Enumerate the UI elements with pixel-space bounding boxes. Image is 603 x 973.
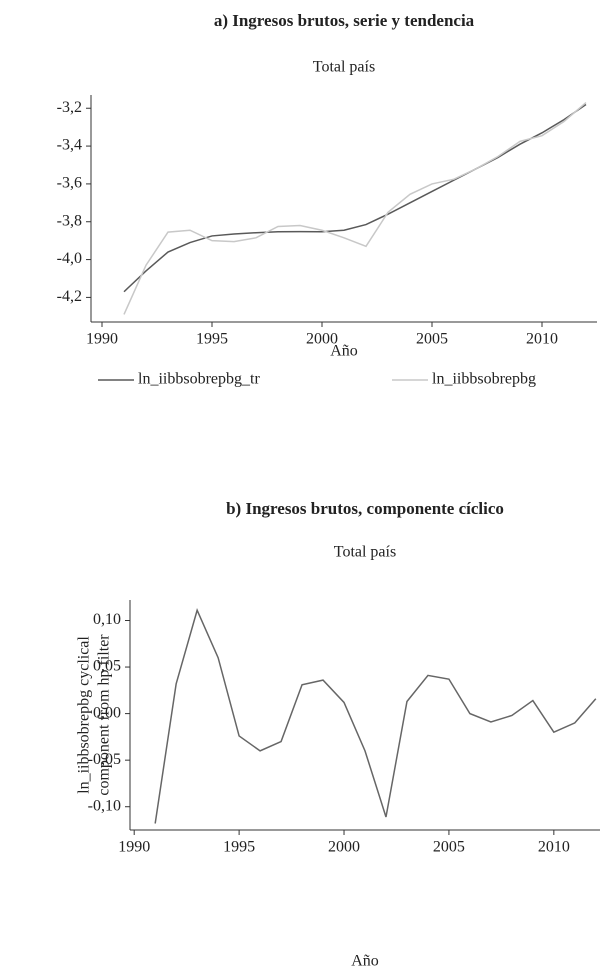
- x-tick-label: 1990: [86, 331, 118, 348]
- y-axis-label: ln_iibbsobrepbg cyclical: [76, 636, 93, 794]
- x-tick-label: 1995: [223, 839, 255, 856]
- chart-title: b) Ingresos brutos, componente cíclico: [226, 499, 504, 518]
- y-tick-label: -4,2: [57, 288, 82, 305]
- x-tick-label: 2005: [433, 839, 465, 856]
- x-tick-label: 2010: [538, 839, 570, 856]
- legend-label: ln_iibbsobrepbg_tr: [138, 371, 260, 388]
- x-axis-label: Año: [351, 953, 379, 970]
- y-tick-label: -3,4: [57, 137, 82, 154]
- x-axis-label: Año: [330, 343, 358, 360]
- y-tick-label: -0,05: [88, 751, 121, 768]
- y-tick-label: 0,00: [93, 704, 121, 721]
- series-line: [154, 608, 597, 824]
- y-tick-label: -4,0: [57, 250, 82, 267]
- x-tick-label: 2005: [416, 331, 448, 348]
- series-line: [123, 101, 587, 315]
- y-tick-label: -3,2: [57, 99, 82, 116]
- y-tick-label: 0,05: [93, 658, 121, 675]
- x-tick-label: 2010: [526, 331, 558, 348]
- y-tick-label: -3,8: [57, 212, 82, 229]
- x-tick-label: 1995: [196, 331, 228, 348]
- legend-label: ln_iibbsobrepbg: [432, 371, 536, 388]
- x-tick-label: 2000: [328, 839, 360, 856]
- series-line: [123, 103, 587, 293]
- chart-subtitle: Total país: [334, 544, 396, 561]
- y-axis-label: component from hp filter: [96, 634, 113, 796]
- x-tick-label: 1990: [118, 839, 150, 856]
- y-tick-label: -0,10: [88, 797, 121, 814]
- x-tick-label: 2000: [306, 331, 338, 348]
- y-tick-label: -3,6: [57, 175, 82, 192]
- chart-title: a) Ingresos brutos, serie y tendencia: [214, 11, 475, 30]
- y-tick-label: 0,10: [93, 611, 121, 628]
- chart-subtitle: Total país: [313, 59, 375, 76]
